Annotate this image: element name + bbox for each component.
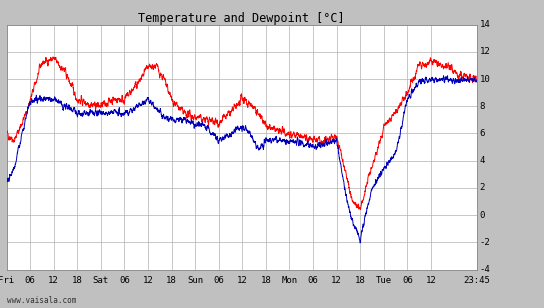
Text: 4: 4 [480,156,485,165]
Text: -2: -2 [480,238,491,247]
Text: 6: 6 [480,129,485,138]
Title: Temperature and Dewpoint [°C]: Temperature and Dewpoint [°C] [139,12,345,25]
Text: 0: 0 [480,211,485,220]
Text: 14: 14 [480,20,491,29]
Text: www.vaisala.com: www.vaisala.com [7,296,76,305]
Text: 2: 2 [480,183,485,192]
Text: 12: 12 [480,47,491,56]
Text: 10: 10 [480,75,491,83]
Text: -4: -4 [480,265,491,274]
Text: 8: 8 [480,102,485,111]
